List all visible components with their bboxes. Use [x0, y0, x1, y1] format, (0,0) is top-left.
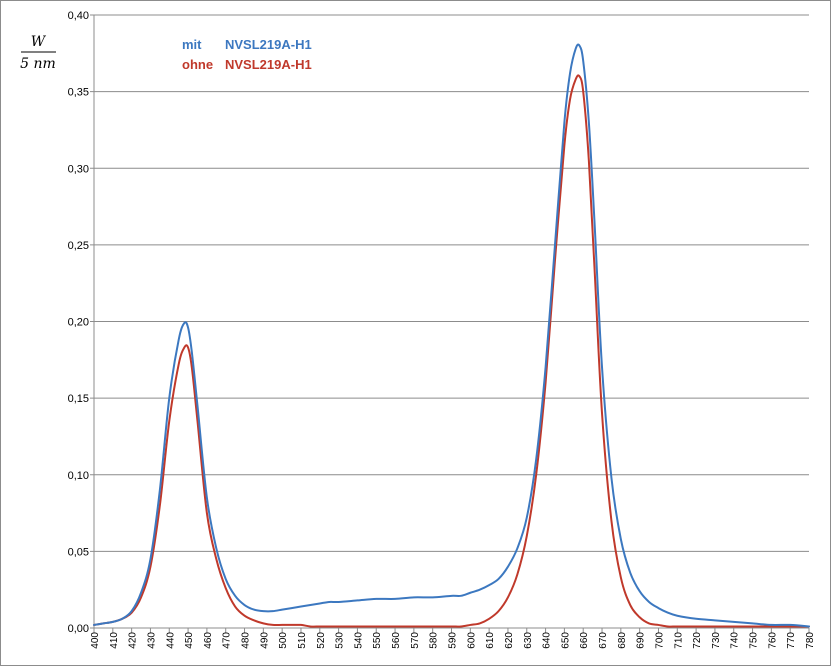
legend: mit NVSL219A-H1 ohne NVSL219A-H1 [182, 37, 312, 72]
x-tick-label: 410 [109, 632, 120, 649]
legend-series-1-prefix: mit [182, 37, 202, 52]
y-tick-label: 0,25 [68, 240, 89, 252]
x-tick-label: 660 [579, 632, 590, 649]
axes [90, 14, 810, 633]
series-lines [93, 43, 810, 628]
series-line-ohne [93, 74, 810, 628]
y-axis-label: W 5 nm [20, 34, 56, 72]
y-tick-label: 0,05 [68, 546, 89, 558]
legend-series-1-model: NVSL219A-H1 [225, 37, 312, 52]
x-tick-label: 720 [692, 632, 703, 649]
x-tick-labels: 400 410 420 430 440 450 460 470 480 490 500 510 520 5… [90, 632, 816, 649]
x-tick-label: 450 [184, 632, 195, 649]
x-tick-label: 590 [448, 632, 459, 649]
y-tick-label: 0,35 [68, 87, 89, 99]
y-tick-label: 0,15 [68, 393, 89, 405]
x-tick-label: 550 [372, 632, 383, 649]
x-tick-label: 740 [730, 632, 741, 649]
y-tick-labels: 0,00 0,05 0,10 0,15 0,20 0,25 0,30 0,35 0,40 [68, 10, 89, 635]
y-tick-label: 0,40 [68, 10, 89, 22]
x-tick-label: 750 [749, 632, 760, 649]
x-tick-label: 770 [786, 632, 797, 649]
y-axis-label-numerator: W [31, 34, 47, 50]
x-tick-label: 620 [504, 632, 515, 649]
series-line-mit [93, 43, 810, 628]
x-tick-label: 400 [90, 632, 101, 649]
x-tick-label: 760 [767, 632, 778, 649]
x-tick-label: 460 [203, 632, 214, 649]
x-tick-label: 690 [636, 632, 647, 649]
x-tick-label: 650 [560, 632, 571, 649]
x-tick-label: 600 [466, 632, 477, 649]
y-axis-label-denominator: 5 nm [20, 56, 56, 72]
x-tick-label: 640 [542, 632, 553, 649]
y-tick-label: 0,30 [68, 163, 89, 175]
x-tick-label: 610 [485, 632, 496, 649]
x-tick-label: 670 [598, 632, 609, 649]
legend-series-2-model: NVSL219A-H1 [225, 57, 312, 72]
y-tick-label: 0,20 [68, 317, 89, 329]
x-tick-label: 580 [429, 632, 440, 649]
x-tick-label: 420 [128, 632, 139, 649]
x-tick-label: 560 [391, 632, 402, 649]
legend-series-2-prefix: ohne [182, 57, 213, 72]
x-tick-label: 510 [297, 632, 308, 649]
grid-lines [94, 14, 809, 552]
x-tick-label: 520 [316, 632, 327, 649]
x-tick-label: 630 [523, 632, 534, 649]
x-tick-label: 570 [410, 632, 421, 649]
y-tick-label: 0,00 [68, 623, 89, 635]
x-tick-label: 780 [805, 632, 816, 649]
x-tick-label: 430 [146, 632, 157, 649]
x-tick-label: 500 [278, 632, 289, 649]
x-tick-label: 440 [165, 632, 176, 649]
x-tick-label: 700 [654, 632, 665, 649]
x-tick-label: 490 [259, 632, 270, 649]
x-tick-label: 710 [673, 632, 684, 649]
x-tick-label: 470 [222, 632, 233, 649]
x-tick-label: 480 [241, 632, 252, 649]
y-tick-label: 0,10 [68, 470, 89, 482]
x-tick-label: 540 [353, 632, 364, 649]
x-tick-label: 730 [711, 632, 722, 649]
x-tick-label: 530 [335, 632, 346, 649]
x-tick-label: 680 [617, 632, 628, 649]
